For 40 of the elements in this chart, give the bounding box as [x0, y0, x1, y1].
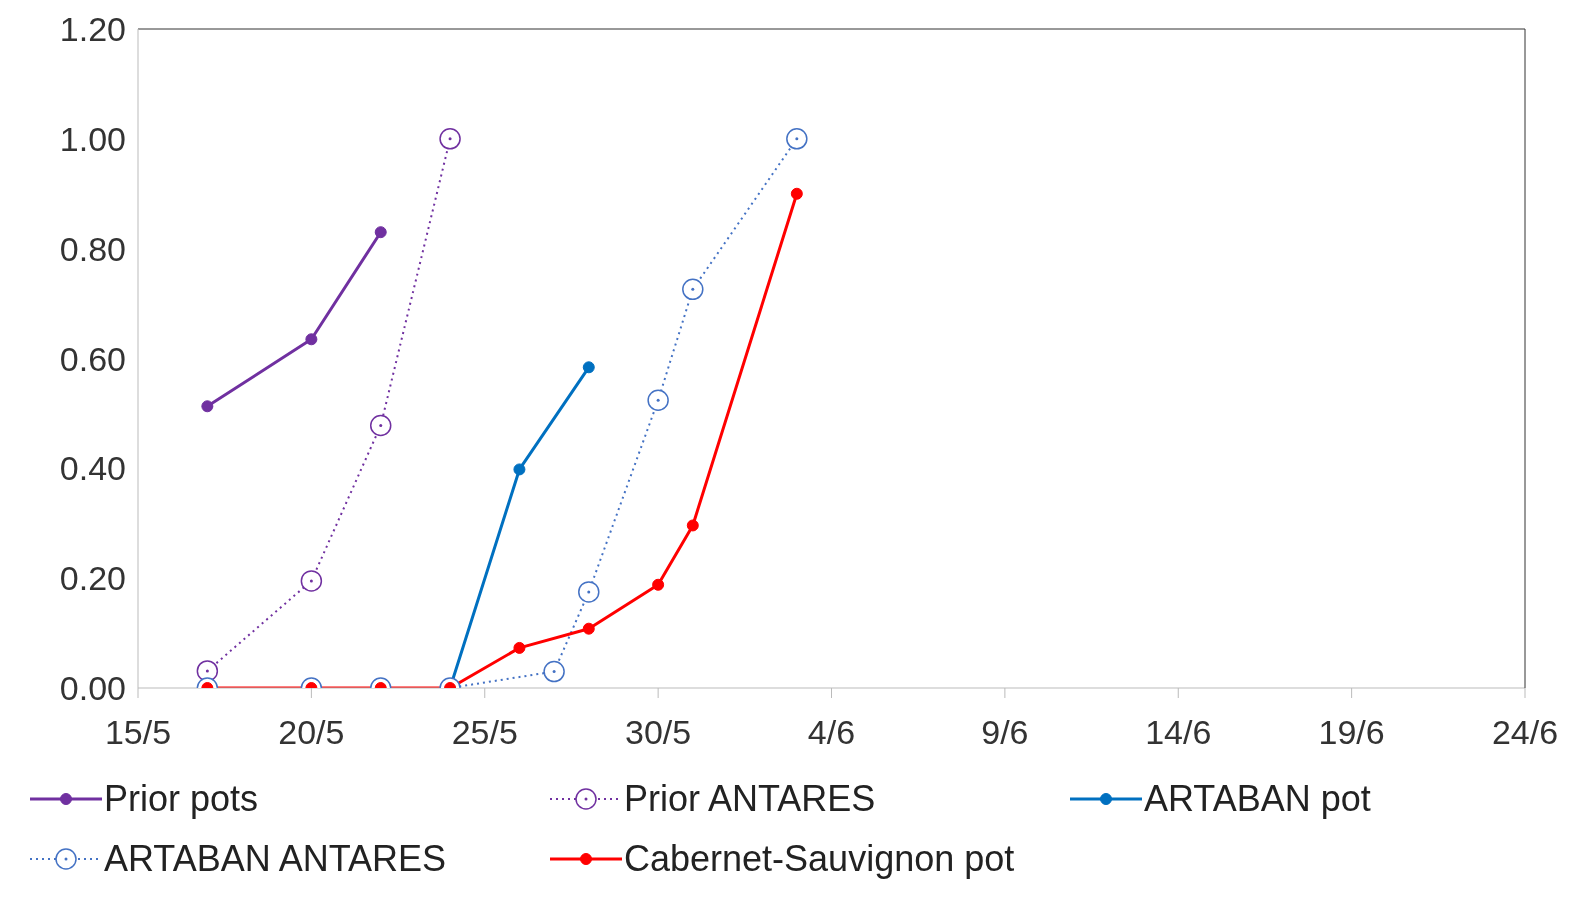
legend-label: Prior ANTARES: [624, 778, 876, 820]
point: [513, 641, 526, 654]
legend-label: Prior pots: [104, 778, 259, 820]
legend-label: ARTABAN pot: [1144, 778, 1371, 820]
point: [374, 226, 387, 239]
x-tick-label: 19/6: [1318, 713, 1385, 752]
x-tick-label: 15/5: [104, 713, 172, 752]
x-tick-label: 30/5: [625, 713, 692, 752]
x-tick-label: 14/6: [1145, 713, 1212, 752]
point: [543, 660, 565, 683]
x-tick-label: 25/5: [451, 713, 518, 752]
x-tick-label: 4/6: [807, 713, 856, 752]
x-tick-label: 24/6: [1491, 713, 1559, 752]
point: [369, 414, 392, 437]
point: [686, 519, 699, 532]
y-tick-label: 0.00: [59, 669, 126, 708]
y-tick-label: 0.60: [59, 339, 126, 378]
point: [305, 333, 318, 346]
point: [578, 581, 600, 603]
point: [196, 660, 219, 682]
y-tick-label: 0.40: [59, 449, 126, 488]
point: [513, 463, 526, 476]
y-tick-label: 0.80: [59, 229, 126, 268]
y-tick-label: 0.20: [59, 559, 126, 598]
point: [647, 389, 669, 411]
x-tick-label: 9/6: [981, 713, 1029, 752]
point: [439, 128, 461, 150]
point: [682, 278, 704, 301]
point: [786, 128, 808, 150]
point: [790, 187, 803, 200]
y-tick-label: 1.20: [59, 10, 126, 49]
legend-label: Cabernet-Sauvignon pot: [624, 838, 1015, 880]
legend-label: ARTABAN ANTARES: [104, 838, 447, 880]
x-tick-label: 20/5: [278, 713, 345, 752]
point: [582, 622, 595, 635]
point: [582, 361, 595, 374]
point: [652, 578, 665, 591]
point: [201, 400, 214, 413]
y-tick-label: 1.00: [59, 119, 126, 158]
point: [300, 570, 323, 592]
